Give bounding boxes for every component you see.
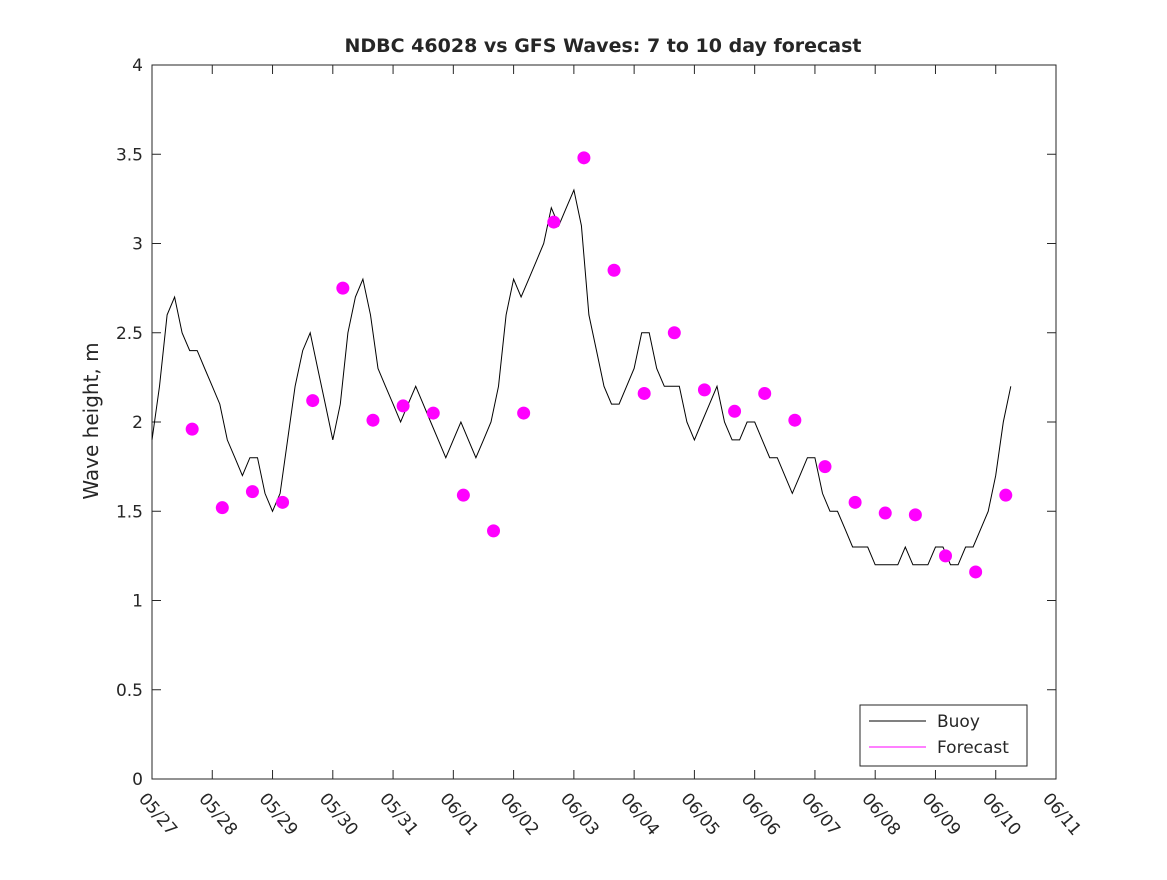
forecast-point (939, 549, 953, 563)
forecast-point (577, 151, 591, 165)
y-tick-label: 1 (132, 592, 143, 612)
forecast-point (215, 501, 229, 515)
legend: Buoy Forecast (859, 704, 1028, 767)
legend-box (859, 704, 1028, 767)
forecast-point (878, 506, 892, 520)
forecast-point (276, 495, 290, 509)
forecast-point (185, 422, 199, 436)
forecast-point (697, 383, 711, 397)
forecast-point (908, 508, 922, 522)
axes-box (151, 64, 1057, 780)
y-tick-label: 0.5 (116, 681, 143, 701)
forecast-point (999, 488, 1013, 502)
chart-title: NDBC 46028 vs GFS Waves: 7 to 10 day for… (344, 35, 861, 57)
forecast-point (396, 399, 410, 413)
forecast-point (366, 413, 380, 427)
forecast-point (487, 524, 501, 538)
y-axis-label: Wave height, m (79, 342, 103, 499)
y-tick-label: 4 (132, 56, 143, 76)
forecast-point (336, 281, 350, 295)
forecast-point (306, 394, 320, 408)
forecast-point (517, 406, 531, 420)
y-tick-label: 2 (132, 413, 143, 433)
y-tick-label: 1.5 (116, 502, 143, 522)
forecast-point (245, 485, 259, 499)
forecast-point (667, 326, 681, 340)
legend-label: Buoy (937, 712, 980, 732)
forecast-point (728, 404, 742, 418)
forecast-point (456, 488, 470, 502)
forecast-point (818, 460, 832, 474)
series-line-buoy (151, 188, 1012, 566)
forecast-point (637, 386, 651, 400)
legend-label: Forecast (937, 738, 1009, 758)
forecast-point (607, 263, 621, 277)
y-tick-label: 2.5 (116, 324, 143, 344)
forecast-point (788, 413, 802, 427)
y-tick-label: 3 (132, 235, 143, 255)
y-tick-label: 0 (132, 770, 143, 790)
forecast-point (848, 495, 862, 509)
forecast-point (969, 565, 983, 579)
forecast-point (547, 215, 561, 229)
y-tick-label: 3.5 (116, 145, 143, 165)
forecast-point (758, 386, 772, 400)
forecast-point (426, 406, 440, 420)
